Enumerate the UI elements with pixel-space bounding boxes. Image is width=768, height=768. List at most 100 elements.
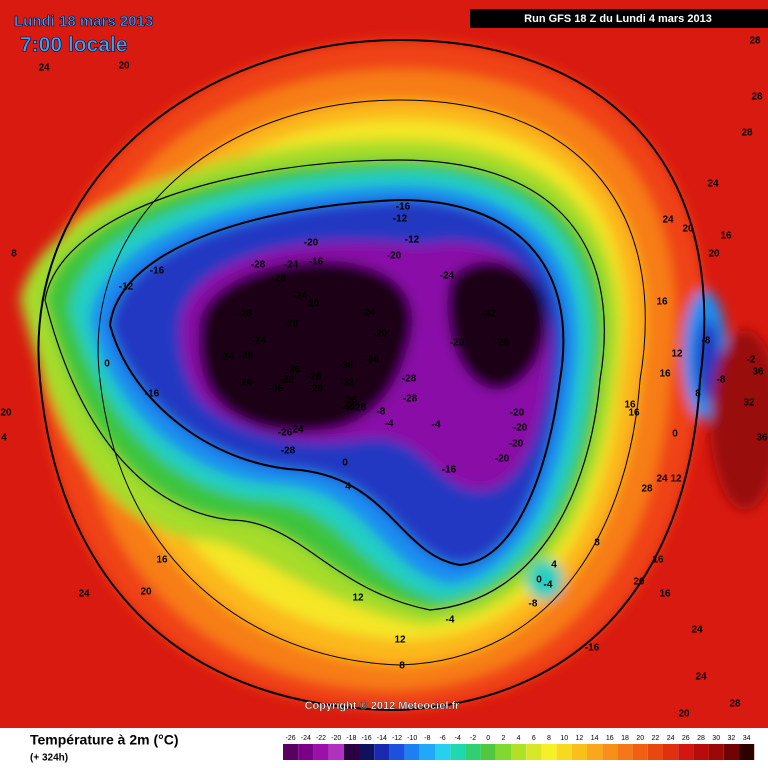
- contour-label: 24: [656, 474, 668, 485]
- contour-label: 12: [394, 635, 406, 646]
- colorbar-swatch: [495, 744, 511, 760]
- date: Lundi 18 mars 2013: [14, 13, 153, 30]
- contour-label: 36: [756, 433, 768, 444]
- contour-label: -28: [309, 384, 324, 395]
- colorbar-swatch: [419, 744, 435, 760]
- contour-label: -32: [340, 378, 355, 389]
- contour-label: -8: [717, 375, 726, 386]
- contour-label: -12: [119, 282, 134, 293]
- colorbar-swatch: [571, 744, 587, 760]
- colorbar-swatch: [556, 744, 572, 760]
- colorbar-label: -18: [346, 735, 356, 742]
- contour-label: 0: [536, 575, 542, 586]
- contour-label: 20: [633, 577, 645, 588]
- contour-label: -20: [284, 319, 299, 330]
- colorbar-label: -26: [286, 735, 296, 742]
- contour-label: -26: [278, 428, 293, 439]
- colorbar-label: 28: [697, 735, 705, 742]
- contour-label: -28: [402, 374, 417, 385]
- contour-label: 12: [670, 474, 682, 485]
- contour-label: 32: [743, 398, 755, 409]
- contour-label: -16: [309, 257, 324, 268]
- contour-label: 20: [678, 709, 690, 720]
- contour-label: -20: [513, 423, 528, 434]
- contour-label: 24: [662, 215, 674, 226]
- colorbar-swatch: [708, 744, 724, 760]
- colorbar-swatch: [511, 744, 527, 760]
- colorbar-label: 26: [682, 735, 690, 742]
- contour-label: -24: [361, 308, 376, 319]
- colorbar-swatch: [480, 744, 496, 760]
- colorbar-swatch: [435, 744, 451, 760]
- colorbar-swatch: [632, 744, 648, 760]
- contour-label: 28: [729, 699, 741, 710]
- colorbar-label: 18: [621, 735, 629, 742]
- contour-label: 16: [156, 555, 168, 566]
- colorbar-label: 34: [743, 735, 751, 742]
- colorbar-swatch: [678, 744, 694, 760]
- contour-label: 0: [104, 359, 110, 370]
- colorbar-label: -14: [377, 735, 387, 742]
- contour-label: 4: [1, 433, 7, 444]
- colorbar-swatch: [343, 744, 359, 760]
- contour-label: -8: [377, 407, 386, 418]
- colorbar-swatch: [541, 744, 557, 760]
- colorbar-label: -6: [439, 735, 445, 742]
- contour-label: -16: [396, 202, 411, 213]
- contour-label: -20: [510, 408, 525, 419]
- colorbar-label: -4: [455, 735, 461, 742]
- contour-label: -8: [702, 336, 711, 347]
- colorbar-swatch: [389, 744, 405, 760]
- contour-label: -4: [446, 615, 455, 626]
- contour-label: -8: [529, 599, 538, 610]
- colorbar-label: -12: [392, 735, 402, 742]
- contour-label: 20: [118, 61, 130, 72]
- colorbar-label: -24: [301, 735, 311, 742]
- contour-label: 20: [140, 587, 152, 598]
- time: 7:00 locale: [20, 34, 127, 57]
- colorbar-swatch: [693, 744, 709, 760]
- contour-label: -28: [307, 372, 322, 383]
- contour-label: 16: [656, 297, 668, 308]
- contour-label: -28: [495, 338, 510, 349]
- contour-label: 20: [0, 408, 12, 419]
- contour-label: -28: [281, 446, 296, 457]
- contour-label: 28: [741, 128, 753, 139]
- colorbar-swatch: [602, 744, 618, 760]
- contour-label: -20: [495, 454, 510, 465]
- contour-label: 24: [38, 63, 50, 74]
- contour-label: -20: [305, 299, 320, 310]
- contour-label: 8: [399, 661, 405, 672]
- colorbar-label: 14: [591, 735, 599, 742]
- contour-label: -36: [339, 361, 354, 372]
- run-info: Run GFS 18 Z du Lundi 4 mars 2013: [524, 13, 712, 25]
- copyright: Copyright © 2012 Meteociel.fr: [305, 700, 461, 712]
- colorbar-label: -10: [407, 735, 417, 742]
- colorbar-swatch: [450, 744, 466, 760]
- colorbar-label: 12: [576, 735, 584, 742]
- colorbar-label: 22: [652, 735, 660, 742]
- colorbar-label: 30: [712, 735, 720, 742]
- contour-label: -36: [343, 396, 358, 407]
- colorbar-swatch: [617, 744, 633, 760]
- contour-label: -24: [284, 260, 299, 271]
- contour-label: -28: [251, 260, 266, 271]
- contour-label: -12: [393, 214, 408, 225]
- colorbar-swatch: [298, 744, 314, 760]
- contour-label: -16: [145, 389, 160, 400]
- contour-label: -20: [373, 329, 388, 340]
- map-labels: 24 202828282424201620161216-8-883236-236-…: [0, 36, 768, 720]
- footer-title: Température à 2m (°C): [30, 732, 179, 748]
- contour-label: -24: [220, 352, 235, 363]
- contour-label: 24: [292, 425, 304, 436]
- colorbar-label: -20: [331, 735, 341, 742]
- colorbar-label: -22: [316, 735, 326, 742]
- colorbar-label: 4: [517, 735, 521, 742]
- colorbar-swatch: [465, 744, 481, 760]
- colorbar-label: 2: [501, 735, 505, 742]
- contour-label: 28: [749, 36, 761, 47]
- footer-lead: (+ 324h): [30, 753, 68, 764]
- contour-label: 24: [691, 625, 703, 636]
- colorbar-swatch: [328, 744, 344, 760]
- colorbar-label: 32: [728, 735, 736, 742]
